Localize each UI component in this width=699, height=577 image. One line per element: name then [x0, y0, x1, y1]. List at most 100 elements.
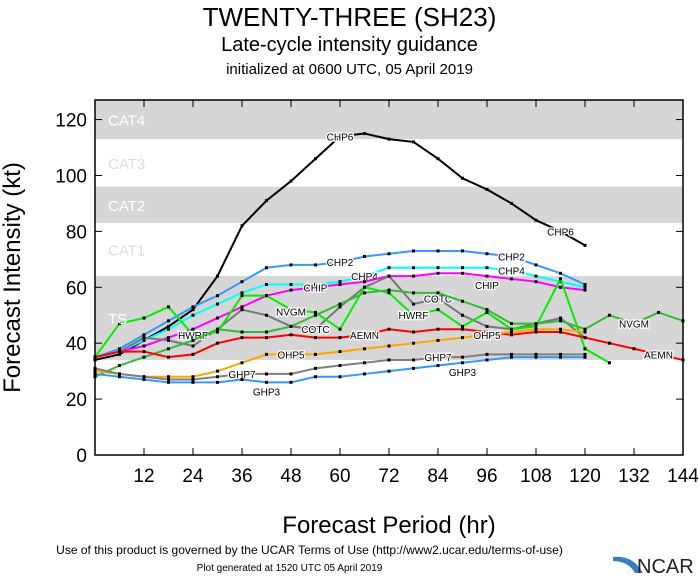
data-point: [559, 352, 562, 356]
data-point: [167, 380, 170, 384]
data-point: [559, 319, 562, 323]
series-label: GHP3: [449, 368, 477, 379]
data-point: [436, 364, 440, 368]
data-point: [363, 347, 366, 351]
data-point: [510, 201, 513, 205]
data-point: [583, 355, 587, 359]
band-label: CAT1: [108, 243, 145, 260]
data-point: [534, 330, 538, 334]
data-point: [265, 282, 268, 286]
data-point: [534, 327, 538, 331]
data-point: [265, 266, 268, 270]
data-point: [534, 280, 538, 284]
data-point: [534, 218, 538, 222]
data-point: [216, 330, 219, 334]
x-tick-label: 144: [667, 466, 699, 487]
data-point: [387, 266, 391, 270]
series-ghp7: GHP7 GHP7: [93, 352, 587, 382]
svg-text:NCAR: NCAR: [637, 556, 694, 575]
data-point: [191, 380, 195, 384]
data-point: [583, 243, 587, 247]
data-point: [559, 330, 562, 334]
data-point: [216, 294, 219, 298]
data-point: [118, 350, 121, 354]
data-point: [240, 330, 244, 334]
data-point: [289, 380, 293, 384]
data-point: [436, 266, 440, 270]
data-point: [265, 352, 268, 356]
data-point: [142, 378, 146, 382]
data-point: [314, 375, 317, 379]
data-point: [559, 316, 562, 320]
data-point: [240, 305, 244, 309]
data-point: [559, 271, 562, 275]
data-point: [559, 285, 562, 289]
data-point: [387, 274, 391, 278]
data-point: [265, 313, 268, 317]
data-point: [167, 324, 170, 328]
data-point: [118, 322, 121, 326]
data-point: [240, 372, 244, 376]
data-point: [191, 305, 195, 309]
data-point: [510, 333, 513, 337]
data-point: [559, 277, 562, 281]
data-point: [118, 375, 121, 379]
data-point: [289, 263, 293, 267]
y-tick-label: 40: [66, 334, 87, 355]
data-point: [167, 336, 170, 340]
data-point: [191, 327, 195, 331]
data-point: [167, 338, 170, 342]
data-point: [608, 361, 611, 365]
data-point: [583, 347, 587, 351]
data-point: [314, 310, 317, 314]
y-tick-label: 80: [66, 222, 87, 243]
data-point: [608, 341, 611, 345]
data-point: [485, 324, 489, 328]
data-point: [510, 352, 513, 356]
data-point: [510, 327, 513, 331]
data-point: [314, 157, 317, 161]
series-label: CHP4: [498, 267, 525, 278]
data-point: [142, 344, 146, 348]
data-point: [436, 296, 440, 300]
data-point: [363, 372, 366, 376]
data-point: [387, 344, 391, 348]
data-point: [363, 132, 366, 136]
data-point: [240, 378, 244, 382]
data-point: [485, 252, 489, 256]
chart-subtitle: Late-cycle intensity guidance: [221, 34, 478, 56]
data-point: [216, 274, 219, 278]
data-point: [265, 199, 268, 203]
series-label: AEMN: [350, 331, 379, 342]
data-point: [608, 313, 611, 317]
data-point: [167, 305, 170, 309]
data-point: [289, 282, 293, 286]
data-point: [240, 361, 244, 365]
data-point: [559, 327, 562, 331]
x-axis-label: Forecast Period (hr): [282, 512, 495, 539]
data-point: [363, 361, 366, 365]
data-point: [485, 274, 489, 278]
series-label: GHP7: [228, 370, 256, 381]
data-point: [363, 280, 366, 284]
data-point: [412, 274, 415, 278]
data-point: [412, 330, 415, 334]
data-point: [387, 369, 391, 373]
data-point: [363, 291, 366, 295]
band-label: TS: [108, 311, 127, 328]
data-point: [412, 302, 415, 306]
data-point: [314, 313, 317, 317]
series-nvgm: NVGM NVGM: [93, 288, 685, 379]
x-tick-label: 12: [133, 466, 154, 487]
series-ghp3: GHP3 GHP3: [93, 355, 587, 400]
data-point: [142, 350, 146, 354]
series-label: OHP5: [473, 331, 501, 342]
series-aemn: AEMN AEMN: [93, 327, 685, 363]
data-point: [534, 274, 538, 278]
series-cotc: COTC COTC: [93, 274, 587, 359]
data-point: [314, 352, 317, 356]
data-point: [167, 378, 170, 382]
data-point: [583, 330, 587, 334]
data-point: [412, 341, 415, 345]
data-point: [534, 263, 538, 267]
